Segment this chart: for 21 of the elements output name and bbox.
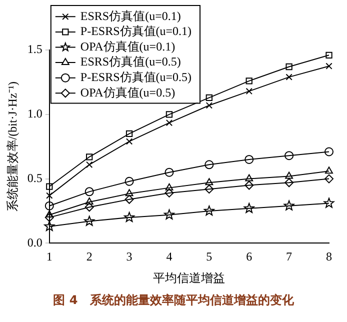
- legend-label: OPA仿真值(u=0.5): [80, 85, 176, 100]
- y-tick-label: 1.0: [27, 106, 42, 121]
- x-tick-label: 7: [286, 250, 292, 264]
- x-tick-label: 6: [246, 250, 252, 264]
- x-tick-label: 3: [126, 250, 132, 264]
- legend-label: P-ESRS仿真值(u=0.1): [80, 24, 192, 38]
- legend-label: P-ESRS仿真值(u=0.5): [80, 70, 192, 84]
- legend-label: OPA仿真值(u=0.1): [80, 39, 176, 54]
- y-tick-label: 1.5: [27, 42, 42, 56]
- x-axis-title: 平均信道增益: [153, 270, 226, 285]
- y-tick-label: 0.5: [27, 170, 42, 185]
- x-tick-label: 2: [86, 250, 92, 264]
- y-axis-title: 系统能量效率/(bit·J·Hz⁻¹): [5, 81, 20, 212]
- x-tick-label: 1: [46, 250, 52, 264]
- caption: 图 4 系统的能量效率随平均信道增益的变化: [52, 292, 295, 309]
- x-tick-label: 4: [166, 250, 172, 264]
- x-tick-label: 8: [326, 250, 332, 264]
- legend-label: ESRS仿真值(u=0.5): [80, 54, 181, 69]
- y-tick-label: 0.0: [27, 235, 42, 250]
- legend-label: ESRS仿真值(u=0.1): [80, 8, 181, 23]
- x-tick-label: 5: [206, 250, 212, 264]
